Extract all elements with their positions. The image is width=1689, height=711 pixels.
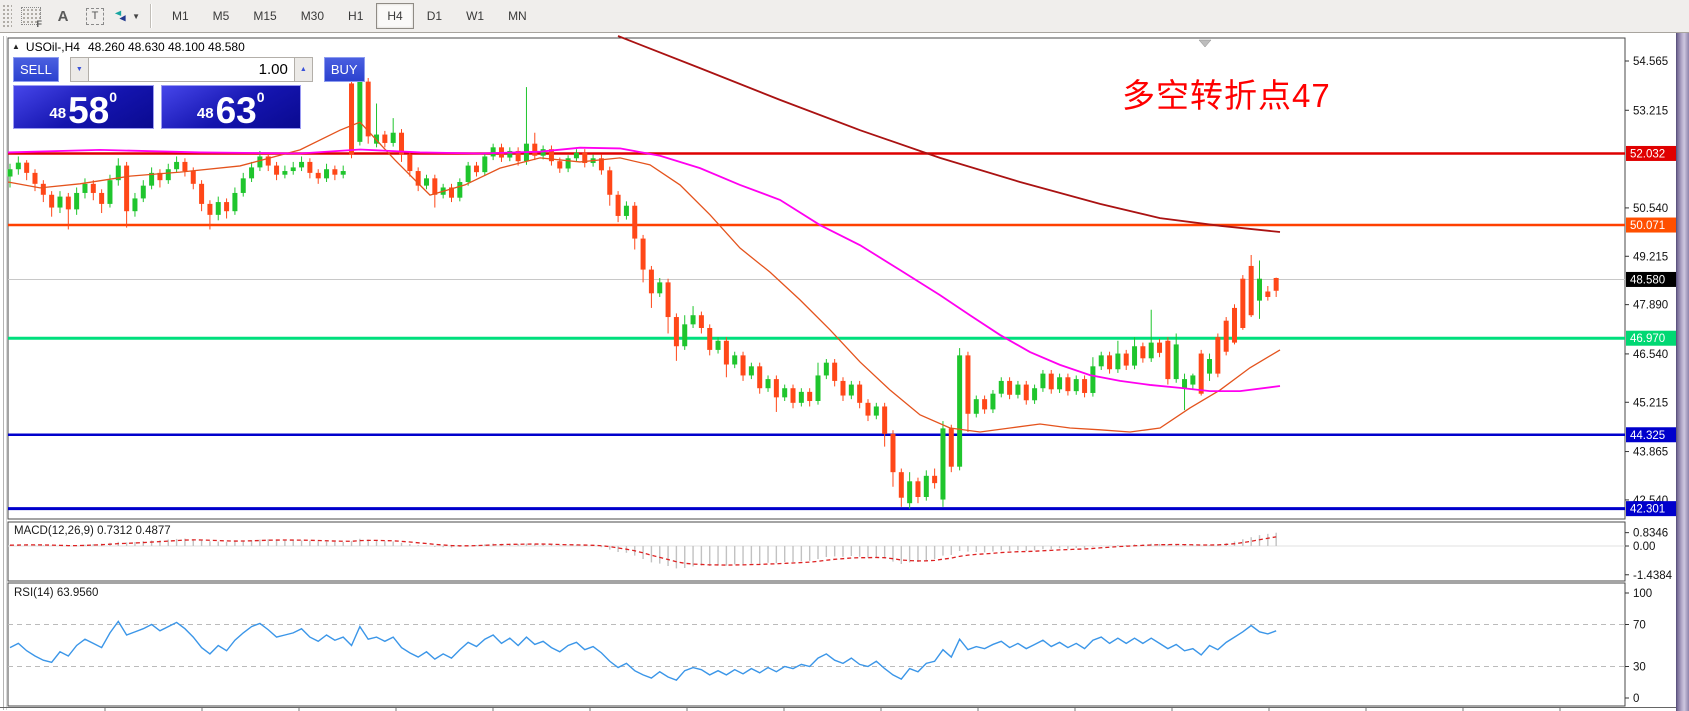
- rsi-line: [9, 620, 1277, 681]
- timeframe-button-M5[interactable]: M5: [202, 3, 241, 29]
- macd-panel[interactable]: [7, 521, 1626, 582]
- ma-slow: [617, 35, 1281, 233]
- svg-text:50.071: 50.071: [1630, 220, 1665, 232]
- macd-value-1: 0.7312: [97, 525, 133, 537]
- svg-text:70: 70: [1633, 620, 1646, 632]
- macd-signal-line: [9, 536, 1277, 566]
- svg-text:47.890: 47.890: [1633, 300, 1668, 312]
- price-badge: [1626, 145, 1679, 161]
- price-badge: [1626, 427, 1679, 443]
- one-click-trade-widget: SELL ▼ ▲ BUY 48 58 0 48 63 0: [12, 56, 365, 131]
- timeframe-button-H4[interactable]: H4: [376, 3, 414, 29]
- timeframe-button-D1[interactable]: D1: [416, 3, 453, 29]
- ohlc-values: 48.260 48.630 48.100 48.580: [87, 40, 245, 54]
- volume-stepper: ▼ ▲: [69, 57, 313, 82]
- svg-text:49.215: 49.215: [1633, 251, 1668, 263]
- timeframe-button-H1[interactable]: H1: [337, 3, 374, 29]
- svg-text:52.032: 52.032: [1630, 148, 1665, 160]
- timeframe-button-M1[interactable]: M1: [161, 3, 200, 29]
- svg-text:30: 30: [1633, 662, 1646, 674]
- timeframe-button-M30[interactable]: M30: [290, 3, 335, 29]
- svg-text:42.301: 42.301: [1630, 504, 1665, 516]
- macd-value-2: 0.4877: [135, 525, 171, 537]
- candles: [7, 68, 1279, 509]
- price-badge: [1626, 501, 1679, 517]
- level-lines: [8, 152, 1625, 511]
- font-icon[interactable]: A: [57, 7, 69, 25]
- svg-text:54.565: 54.565: [1633, 56, 1668, 68]
- svg-text:100: 100: [1633, 588, 1652, 600]
- buy-price-panel[interactable]: 48 63 0: [160, 85, 301, 131]
- ma-mid: [7, 146, 1281, 393]
- svg-text:48.580: 48.580: [1630, 274, 1665, 286]
- text-label-icon[interactable]: T: [82, 4, 108, 28]
- timeframe-button-W1[interactable]: W1: [455, 3, 495, 29]
- sell-price-panel[interactable]: 48 58 0: [13, 85, 154, 129]
- price-badge: [1626, 217, 1679, 233]
- svg-text:44.325: 44.325: [1630, 430, 1665, 442]
- symbol-period-label: USOil-,H4: [25, 40, 80, 54]
- chart-shift-marker-icon[interactable]: [1198, 39, 1212, 48]
- toolbar: F A T ▼ M1 M5 M15 M30 H1 H4 D1 W1 MN: [0, 0, 1689, 33]
- buy-button[interactable]: BUY: [323, 57, 365, 82]
- svg-text:0: 0: [1633, 693, 1639, 705]
- vertical-scrollbar[interactable]: [1676, 0, 1689, 711]
- quote-title: ▲ USOil-,H4 48.260 48.630 48.100 48.580: [12, 40, 245, 54]
- buy-price-big: 63: [215, 89, 257, 131]
- rsi-panel[interactable]: [7, 582, 1626, 707]
- dropdown-caret-icon: ▼: [132, 11, 140, 21]
- svg-text:0.00: 0.00: [1633, 541, 1655, 553]
- svg-text:43.865: 43.865: [1633, 447, 1668, 459]
- volume-increase-button[interactable]: ▲: [293, 57, 313, 82]
- price-badge: [1626, 330, 1679, 346]
- rsi-label: RSI(14) 63.9560: [14, 587, 99, 599]
- svg-text:0.8346: 0.8346: [1633, 528, 1668, 540]
- chart-annotation-text: 多空转折点47: [1122, 77, 1331, 114]
- timeframe-button-MN[interactable]: MN: [497, 3, 538, 29]
- svg-text:50.540: 50.540: [1633, 203, 1668, 215]
- arrow-styles-icon[interactable]: ▼: [114, 4, 140, 28]
- timeframe-toolbar: M1 M5 M15 M30 H1 H4 D1 W1 MN: [160, 3, 539, 29]
- buy-price-prefix: 48: [196, 105, 214, 122]
- rsi-indicator: 100 70 30 0: [8, 588, 1652, 705]
- sell-price-big: 58: [68, 89, 110, 131]
- sell-button[interactable]: SELL: [13, 57, 59, 82]
- volume-input[interactable]: [88, 57, 294, 82]
- toolbar-drag-handle[interactable]: [2, 4, 12, 28]
- svg-text:45.215: 45.215: [1633, 397, 1668, 409]
- indicator-list-icon[interactable]: F: [18, 4, 44, 29]
- time-axis[interactable]: [0, 707, 1689, 711]
- svg-text:46.540: 46.540: [1633, 349, 1668, 361]
- svg-text:46.970: 46.970: [1630, 333, 1665, 345]
- sell-price-sup: 0: [109, 89, 118, 105]
- macd-label: MACD(12,26,9) 0.7312 0.4877: [14, 525, 171, 537]
- toolbar-separator: [150, 4, 152, 28]
- sell-price-prefix: 48: [49, 105, 67, 122]
- timeframe-button-M15[interactable]: M15: [242, 3, 287, 29]
- rsi-value: 63.9560: [56, 587, 99, 599]
- volume-decrease-button[interactable]: ▼: [69, 57, 89, 82]
- svg-text:-1.4384: -1.4384: [1633, 570, 1673, 582]
- collapse-widget-icon[interactable]: ▲: [12, 42, 20, 51]
- buy-price-sup: 0: [256, 89, 265, 105]
- price-axis[interactable]: 54.565 53.215 50.540 49.215 47.890 46.540 45.2…: [1625, 56, 1679, 517]
- price-badge: [1626, 271, 1679, 287]
- svg-text:53.215: 53.215: [1633, 105, 1668, 117]
- ma-fast: [7, 121, 1281, 433]
